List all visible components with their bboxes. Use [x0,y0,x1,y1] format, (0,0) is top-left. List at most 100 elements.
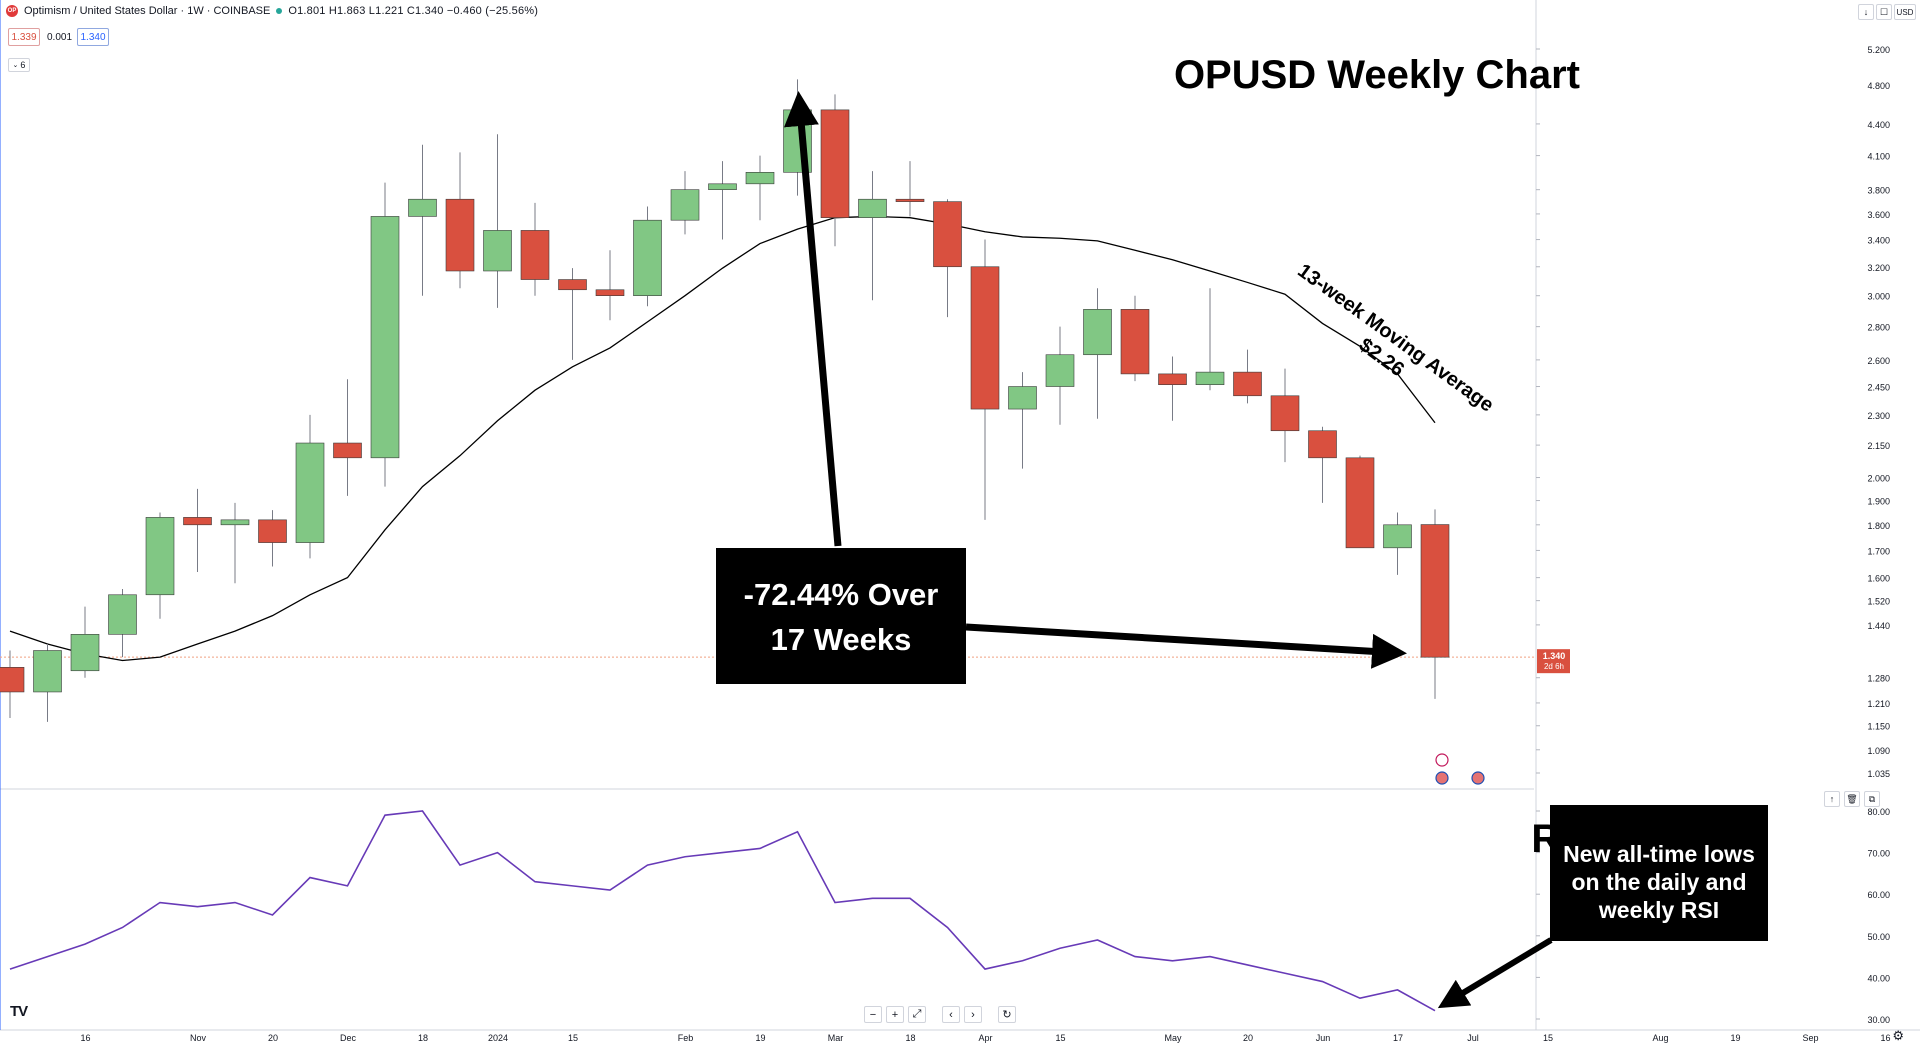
candle-down [820,109,850,218]
price-axis-label: 2.800 [1867,323,1890,333]
rsi-axis-label: 30.00 [1867,1015,1890,1025]
symbol-title[interactable]: Optimism / United States Dollar · 1W · C… [24,5,271,17]
time-axis-label: 18 [418,1033,428,1043]
price-axis-label: 2.150 [1867,441,1890,451]
price-axis-label: 2.300 [1867,411,1890,421]
candle-down [333,442,362,459]
rsi-note-box [1550,805,1768,941]
price-axis-label: 4.800 [1867,81,1890,91]
arrow-down-icon[interactable]: ↓ [1858,4,1874,20]
time-axis-label: May [1164,1033,1182,1043]
time-axis-label: 19 [1730,1033,1740,1043]
maximize-pane-icon[interactable]: ⧉ [1864,791,1880,807]
sell-price-box[interactable]: 1.339 [8,28,40,46]
time-axis-label: 15 [568,1033,578,1043]
time-axis-label: Apr [978,1033,992,1043]
price-axis-label: 1.280 [1867,674,1890,684]
candle-down [1308,430,1337,459]
candle-down [1420,524,1450,658]
us-flag-event-icon [1435,771,1449,785]
scroll-right-button[interactable]: › [964,1006,982,1023]
rsi-note-line1: New all-time lows [1563,841,1755,867]
price-axis-label: 4.400 [1867,120,1890,130]
price-axis-label: 3.800 [1867,186,1890,196]
rsi-axis-label: 50.00 [1867,932,1890,942]
price-axis-label: 2.000 [1867,474,1890,484]
us-flag-event-icon [1471,771,1485,785]
time-axis-label: Sep [1802,1033,1818,1043]
rsi-axis-label: 70.00 [1867,849,1890,859]
price-axis-label: 3.200 [1867,263,1890,273]
gear-icon[interactable]: ⚙ [1892,1028,1904,1043]
indicators-toggle[interactable]: ⌄ 6 [8,58,30,72]
candle-up [295,442,325,543]
time-axis-label: Mar [828,1033,844,1043]
currency-button[interactable]: USD [1894,4,1916,20]
candle-up [1383,524,1412,549]
price-axis-label: 1.700 [1867,546,1890,556]
reset-scale-button[interactable]: ⤢ [908,1006,926,1023]
rsi-axis-label: 60.00 [1867,890,1890,900]
symbol-header[interactable]: OP Optimism / United States Dollar · 1W … [6,5,538,17]
rsi-axis-label: 80.00 [1867,807,1890,817]
move-pane-up-icon[interactable]: ↑ [1824,791,1840,807]
time-axis-label: Feb [678,1033,694,1043]
time-axis-label: Nov [190,1033,207,1043]
drop-arrow [965,623,1407,669]
price-axis-label: 1.440 [1867,621,1890,631]
rsi-note-line2: on the daily and [1571,869,1746,895]
maximize-icon[interactable]: ☐ [1876,4,1892,20]
candle-down [520,230,550,280]
trash-icon[interactable]: 🗑 [1844,791,1860,807]
moving-average-line [9,215,1436,662]
candle-down [970,266,1000,410]
scroll-left-button[interactable]: ‹ [942,1006,960,1023]
time-axis-label: 19 [755,1033,765,1043]
candle-up [145,517,175,596]
last-price-marker [1537,649,1570,674]
candle-down [933,201,962,268]
candle-down [1270,395,1300,432]
candle-up [483,230,512,272]
spread-value: 0.001 [47,32,73,43]
candle-down [595,289,625,296]
price-axis-label: 1.035 [1867,769,1890,779]
chevron-down-icon: ⌄ [12,62,19,69]
candle-down [1345,457,1375,549]
price-axis-label: 3.000 [1867,292,1890,302]
candle-up [858,198,887,218]
time-axis-label: 18 [905,1033,915,1043]
rsi-low-arrow [1437,937,1553,1009]
candle-up [745,172,775,185]
time-axis-label: 16 [1880,1033,1890,1043]
reset-chart-button[interactable]: ↻ [998,1006,1016,1023]
lightning-event-icon [1435,753,1449,767]
indicators-count: 6 [20,60,26,70]
candle-up [1083,309,1112,356]
rsi-pane-controls: ↑ 🗑 ⧉ [1824,791,1880,807]
drop-annotation-box [716,548,966,684]
candle-down [258,519,287,543]
price-axis-label: 1.150 [1867,722,1890,732]
buy-price-box[interactable]: 1.340 [77,28,109,46]
time-axis-label: 16 [80,1033,90,1043]
candle-up [670,189,700,221]
candle-up [1008,386,1037,410]
zoom-in-button[interactable]: + [886,1006,904,1023]
candle-down [1120,309,1150,375]
last-price-label: 1.340 [1543,651,1566,661]
top-toolbar: ↓ ☐ USD [1858,4,1916,20]
rsi-axis-label: 40.00 [1867,973,1890,983]
market-status-icon [276,8,283,14]
price-axis-label: 1.210 [1867,699,1890,709]
candle-down [558,279,587,291]
price-axis-label: 2.450 [1867,383,1890,393]
optimism-logo-icon: OP [6,5,18,17]
drop-annotation-line1: -72.44% Over [744,577,939,612]
price-axis-label: 2.600 [1867,356,1890,366]
chart-navigation: − + ⤢ ‹ › ↻ [864,1006,1016,1023]
zoom-out-button[interactable]: − [864,1006,882,1023]
time-axis-label: Jul [1467,1033,1479,1043]
